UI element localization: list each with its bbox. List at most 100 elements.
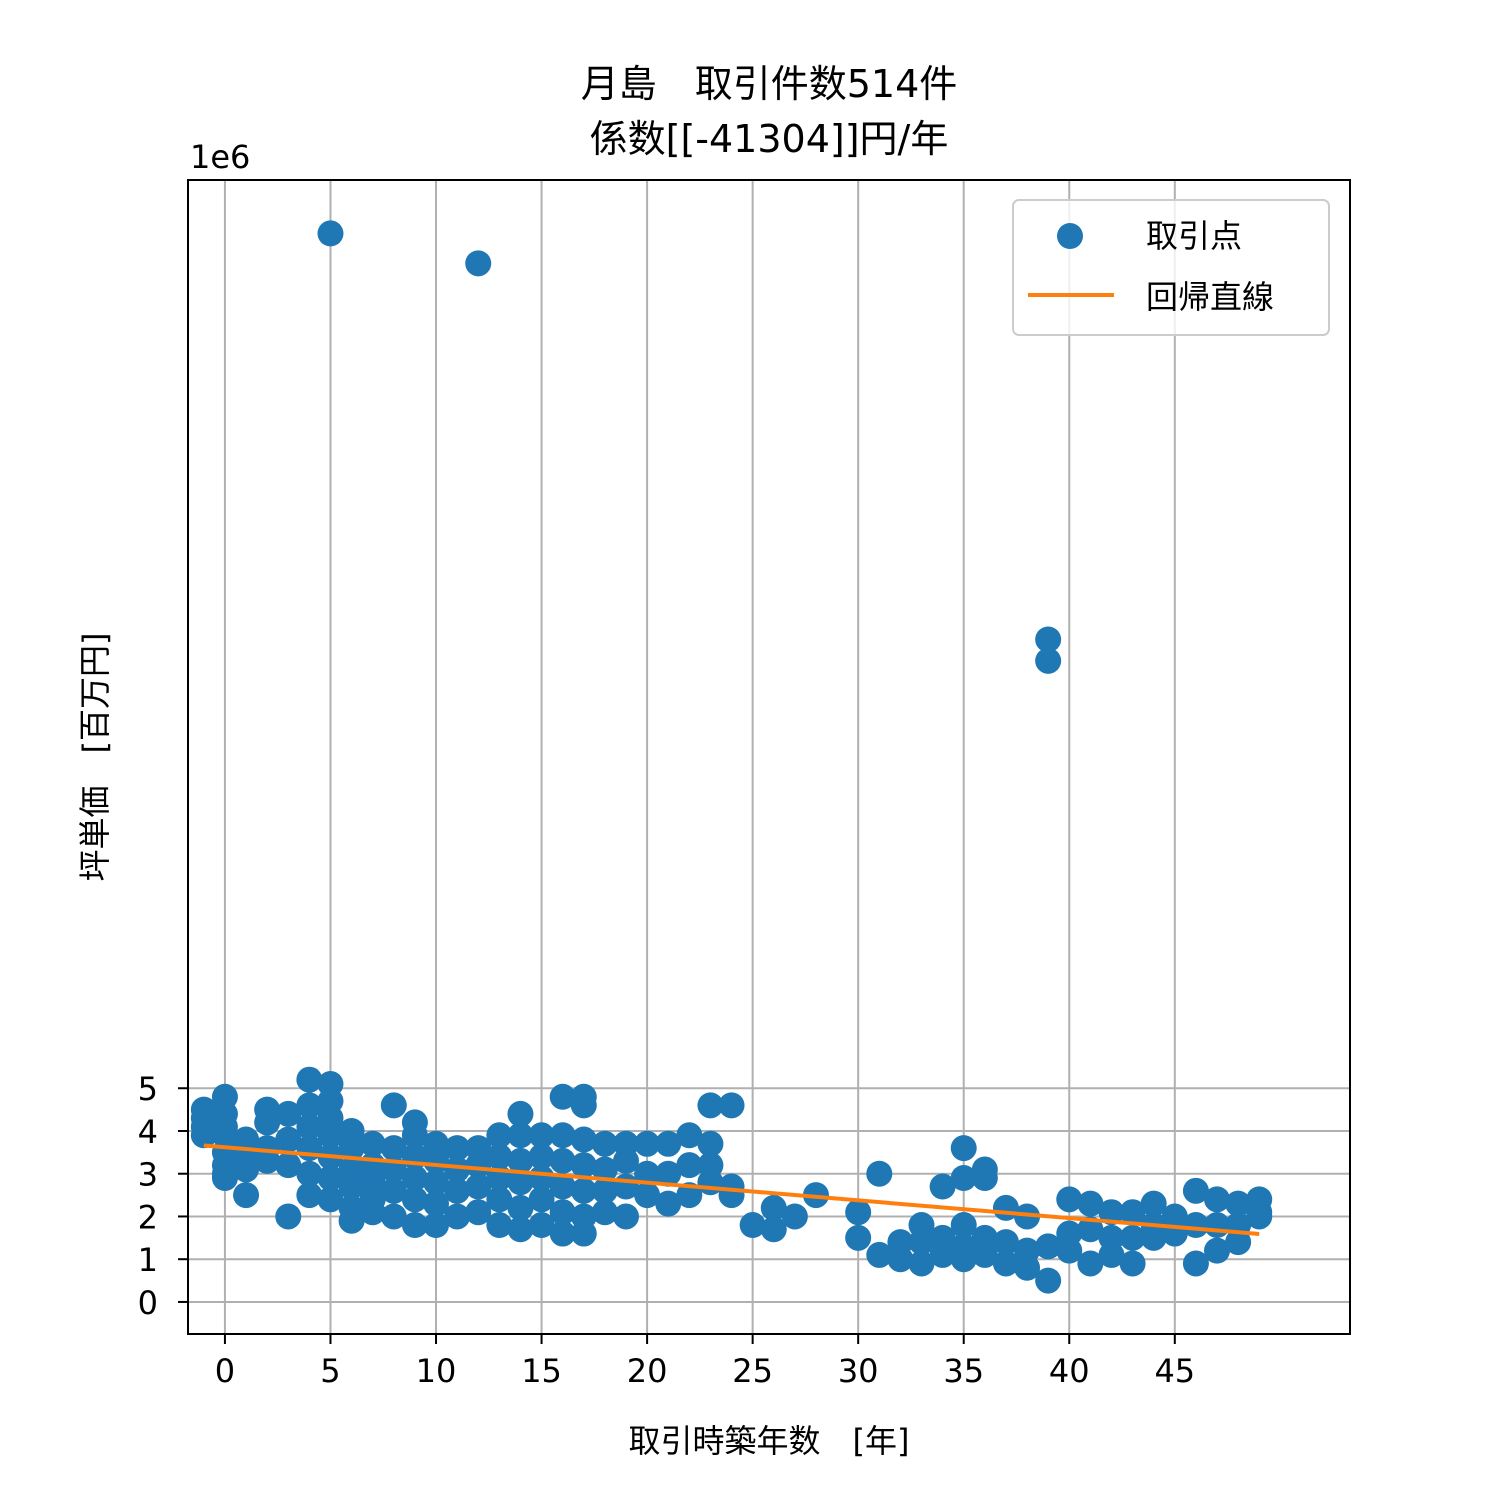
data-point bbox=[275, 1152, 302, 1179]
data-point bbox=[1204, 1237, 1231, 1264]
data-point bbox=[275, 1100, 302, 1127]
x-tick-label: 20 bbox=[627, 1352, 668, 1390]
data-point bbox=[1035, 1267, 1062, 1294]
data-point bbox=[570, 1177, 597, 1204]
data-point bbox=[1140, 1224, 1167, 1251]
data-point bbox=[1035, 647, 1062, 674]
data-point bbox=[570, 1092, 597, 1119]
data-point bbox=[1182, 1177, 1209, 1204]
chart-title-line2: 係数[[-41304]]円/年 bbox=[590, 117, 949, 161]
data-point bbox=[233, 1182, 260, 1209]
data-point bbox=[486, 1212, 513, 1239]
data-point bbox=[444, 1203, 471, 1230]
data-point bbox=[317, 220, 344, 247]
x-tick-label: 30 bbox=[838, 1352, 879, 1390]
data-point bbox=[1119, 1224, 1146, 1251]
data-point bbox=[697, 1092, 724, 1119]
data-point bbox=[401, 1186, 428, 1213]
data-point bbox=[718, 1092, 745, 1119]
data-point bbox=[676, 1152, 703, 1179]
data-point bbox=[612, 1147, 639, 1174]
data-point bbox=[1098, 1241, 1125, 1268]
data-point bbox=[465, 1173, 492, 1200]
data-point bbox=[254, 1147, 281, 1174]
data-point bbox=[380, 1203, 407, 1230]
data-point bbox=[401, 1212, 428, 1239]
data-point bbox=[275, 1126, 302, 1153]
data-point bbox=[866, 1241, 893, 1268]
data-point bbox=[697, 1130, 724, 1157]
data-point bbox=[190, 1105, 217, 1132]
data-points bbox=[190, 220, 1273, 1294]
data-point bbox=[1014, 1254, 1041, 1281]
y-tick-label: 3 bbox=[138, 1156, 158, 1194]
data-point bbox=[254, 1109, 281, 1136]
data-point bbox=[296, 1160, 323, 1187]
data-point bbox=[655, 1130, 682, 1157]
data-point bbox=[338, 1207, 365, 1234]
data-point bbox=[1140, 1190, 1167, 1217]
x-tick-label: 10 bbox=[416, 1352, 457, 1390]
data-point bbox=[1056, 1186, 1083, 1213]
data-point bbox=[549, 1199, 576, 1226]
data-point bbox=[338, 1135, 365, 1162]
data-point bbox=[1204, 1186, 1231, 1213]
data-point bbox=[528, 1186, 555, 1213]
data-point bbox=[338, 1173, 365, 1200]
y-tick-label: 2 bbox=[138, 1198, 158, 1236]
data-point bbox=[507, 1216, 534, 1243]
data-point bbox=[486, 1186, 513, 1213]
data-point bbox=[591, 1156, 618, 1183]
data-point bbox=[570, 1126, 597, 1153]
data-point bbox=[507, 1194, 534, 1221]
data-point bbox=[1056, 1237, 1083, 1264]
data-point bbox=[359, 1199, 386, 1226]
data-point bbox=[317, 1164, 344, 1191]
data-point bbox=[781, 1203, 808, 1230]
data-point bbox=[465, 1199, 492, 1226]
data-point bbox=[486, 1143, 513, 1170]
data-point bbox=[1119, 1250, 1146, 1277]
data-point bbox=[380, 1135, 407, 1162]
data-point bbox=[549, 1083, 576, 1110]
y-tick-label: 4 bbox=[138, 1113, 158, 1151]
data-point bbox=[634, 1130, 661, 1157]
data-point bbox=[992, 1250, 1019, 1277]
data-point bbox=[739, 1212, 766, 1239]
data-point bbox=[950, 1212, 977, 1239]
data-point bbox=[950, 1246, 977, 1273]
data-point bbox=[549, 1173, 576, 1200]
data-point bbox=[528, 1122, 555, 1149]
data-point bbox=[1077, 1216, 1104, 1243]
data-point bbox=[591, 1177, 618, 1204]
data-point bbox=[908, 1250, 935, 1277]
data-point bbox=[950, 1135, 977, 1162]
data-point bbox=[233, 1156, 260, 1183]
data-point bbox=[549, 1220, 576, 1247]
data-point bbox=[1119, 1199, 1146, 1226]
data-point bbox=[423, 1190, 450, 1217]
chart-title-line1: 月島 取引件数514件 bbox=[581, 62, 958, 106]
data-point bbox=[760, 1216, 787, 1243]
y-tick-label: 1 bbox=[138, 1241, 158, 1279]
data-point bbox=[317, 1122, 344, 1149]
data-point bbox=[591, 1199, 618, 1226]
x-tick-label: 35 bbox=[943, 1352, 984, 1390]
data-point bbox=[465, 1152, 492, 1179]
data-point bbox=[444, 1135, 471, 1162]
x-tick-label: 0 bbox=[215, 1352, 235, 1390]
data-point bbox=[211, 1113, 238, 1140]
data-point bbox=[992, 1229, 1019, 1256]
data-point bbox=[211, 1164, 238, 1191]
data-point bbox=[444, 1156, 471, 1183]
x-tick-label: 25 bbox=[732, 1352, 773, 1390]
x-tick-label: 40 bbox=[1049, 1352, 1090, 1390]
regression-line bbox=[203, 1143, 1260, 1236]
data-point bbox=[866, 1160, 893, 1187]
data-point bbox=[401, 1164, 428, 1191]
legend-label-regression: 回帰直線 bbox=[1146, 278, 1274, 316]
data-point bbox=[275, 1203, 302, 1230]
x-tick-label: 45 bbox=[1154, 1352, 1195, 1390]
y-tick-label: 0 bbox=[138, 1284, 158, 1322]
data-point bbox=[612, 1203, 639, 1230]
